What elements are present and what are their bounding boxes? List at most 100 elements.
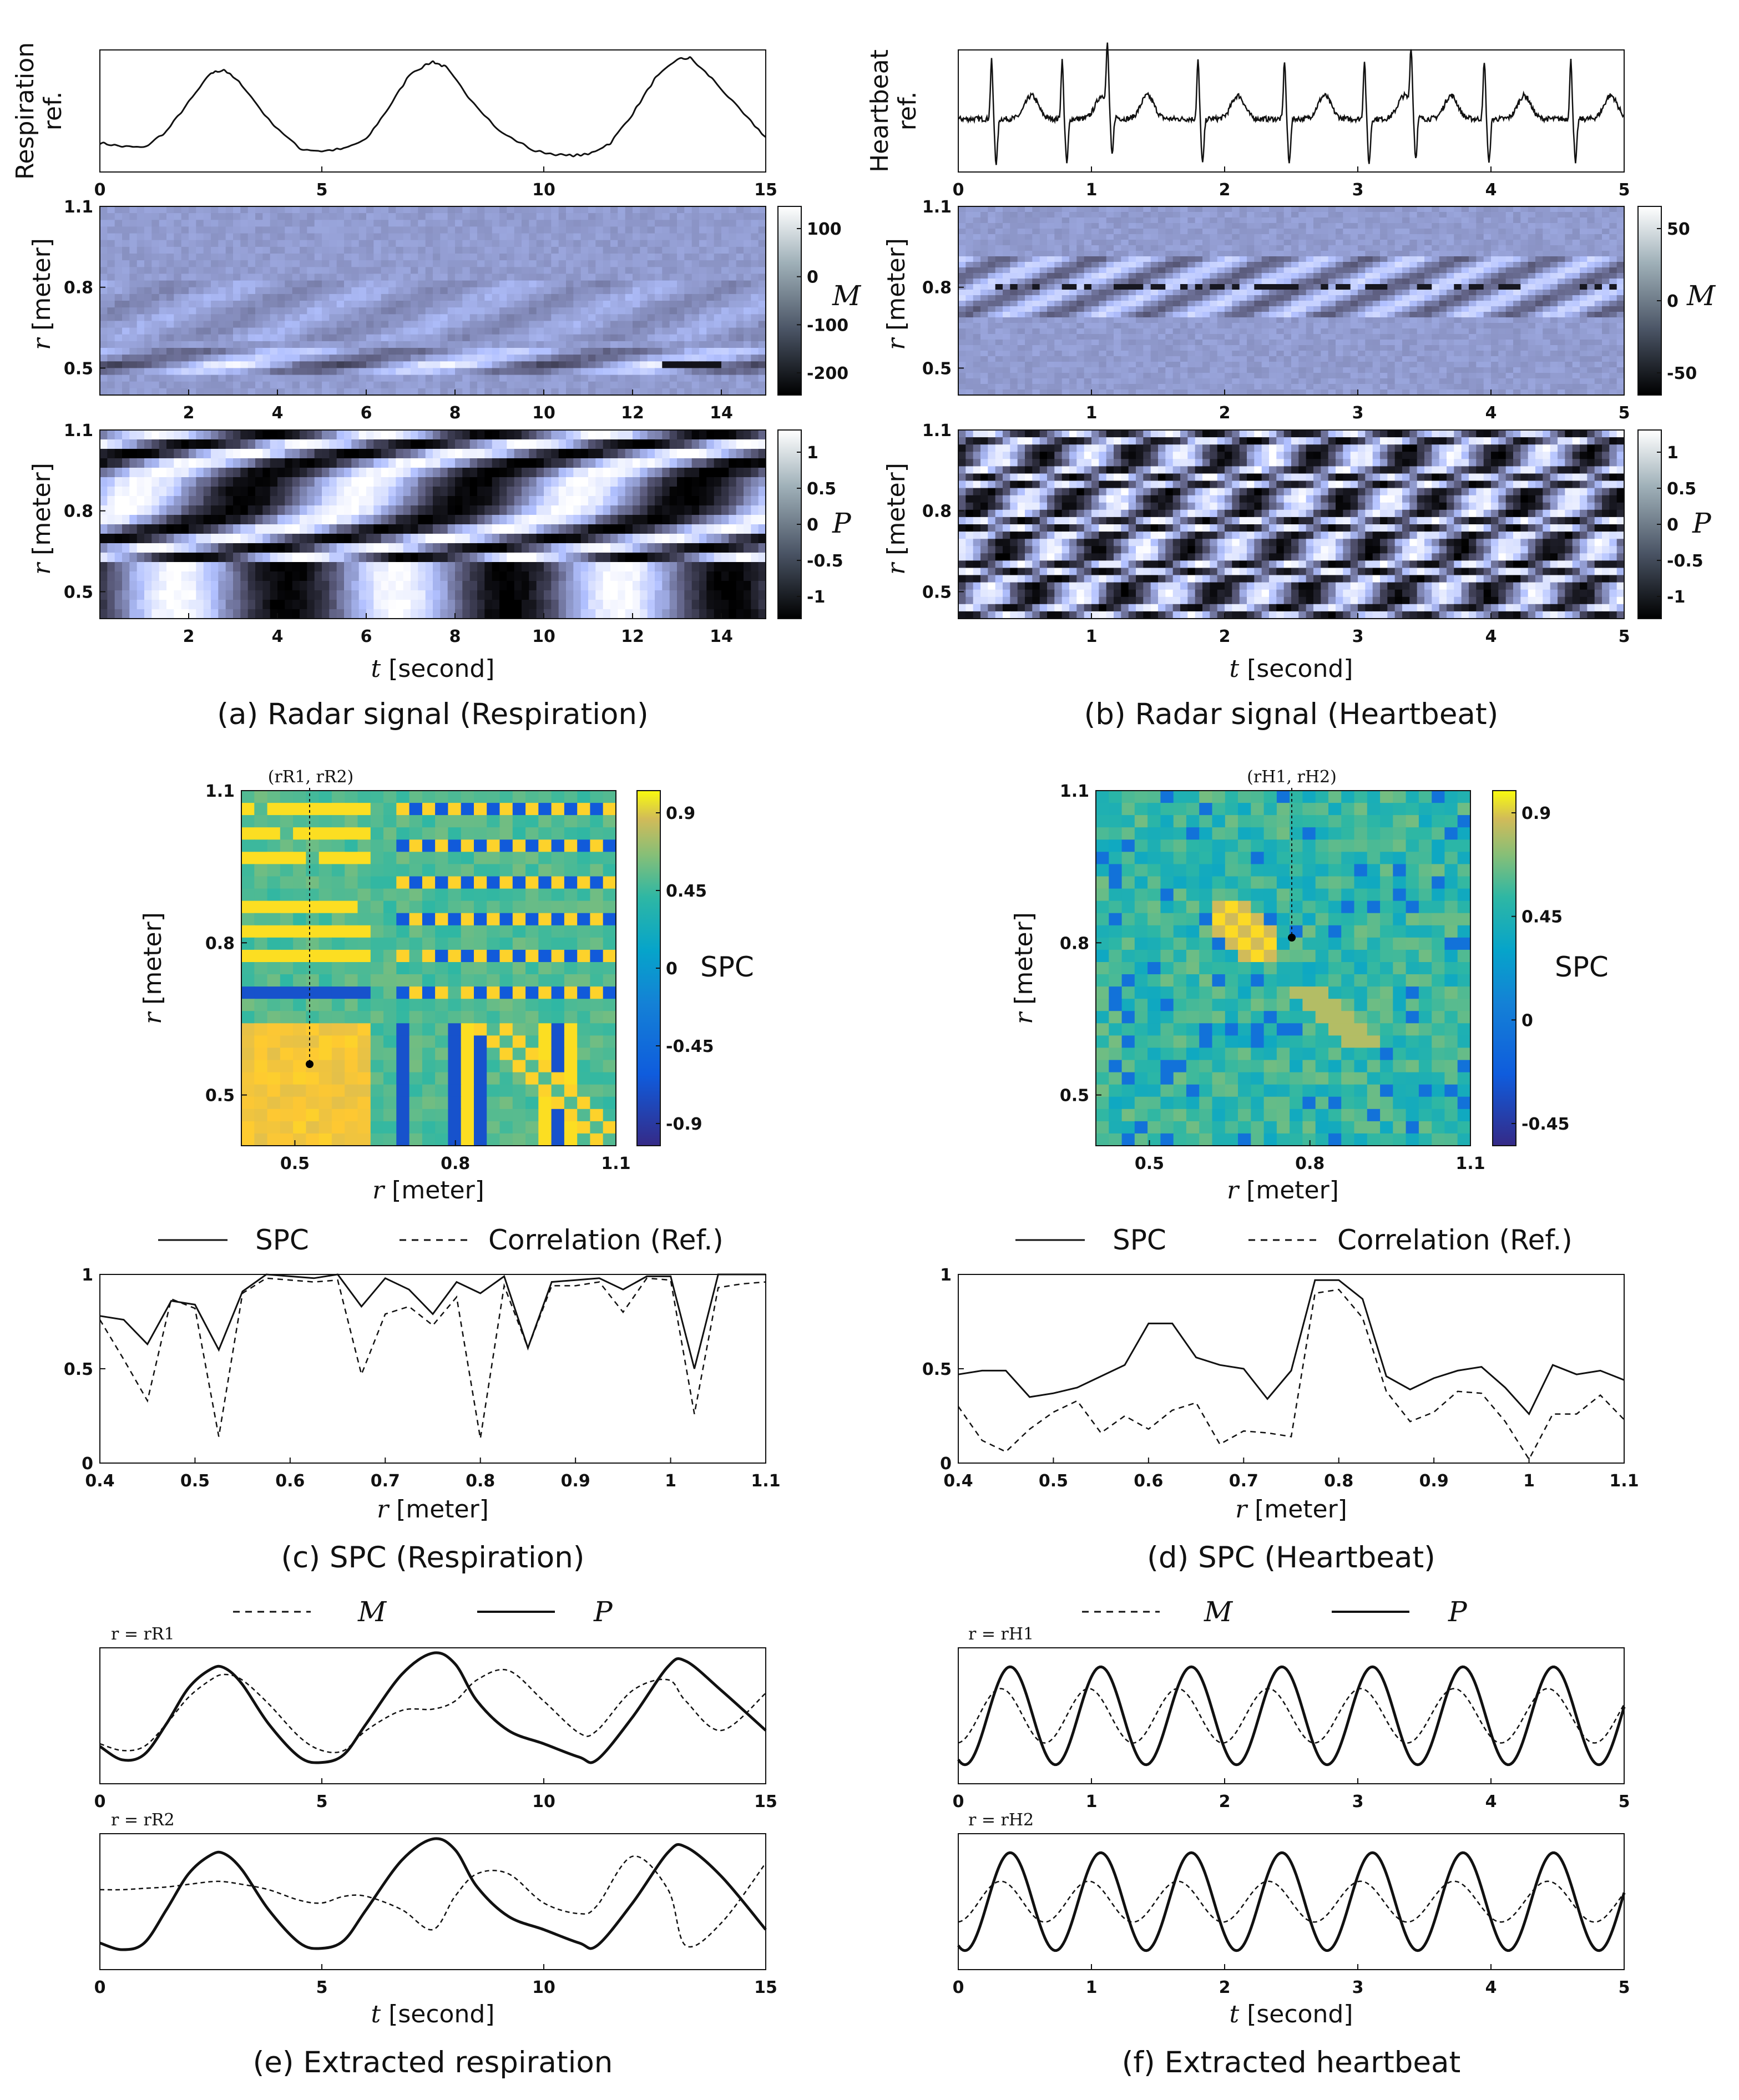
heatmap-cell (751, 534, 759, 544)
heatmap-cell (159, 260, 167, 267)
heatmap-cell (129, 206, 138, 214)
heatmap-cell (107, 206, 115, 214)
heatmap-cell (233, 534, 241, 544)
heatmap-cell (344, 287, 352, 295)
heatmap-cell (573, 609, 582, 619)
heatmap-cell (499, 581, 508, 591)
heatmap-cell (396, 294, 404, 301)
heatmap-cell (166, 381, 175, 389)
heatmap-cell (322, 515, 330, 525)
heatmap-cell (973, 206, 981, 212)
heatmap-cell (159, 206, 167, 214)
heatmap-cell (144, 334, 153, 342)
heatmap-cell (758, 287, 766, 295)
heatmap-cell (758, 553, 766, 563)
heatmap-cell (381, 449, 389, 459)
heatmap-cell (507, 600, 515, 610)
heatmap-cell (418, 468, 426, 478)
heatmap-cell (181, 361, 189, 369)
heatmap-cell (381, 294, 389, 301)
heatmap-cell (174, 534, 182, 544)
heatmap-cell (388, 571, 397, 581)
heatmap-cell (1432, 234, 1440, 240)
heatmap-cell (196, 321, 204, 328)
heatmap-cell (329, 287, 337, 295)
heatmap-cell (336, 449, 345, 459)
heatmap-cell (100, 524, 108, 534)
heatmap-cell (114, 487, 123, 497)
heatmap-cell (225, 274, 234, 281)
heatmap-cell (366, 213, 375, 220)
heatmap-cell (706, 477, 715, 487)
heatmap-cell (166, 368, 175, 376)
heatmap-cell (203, 368, 211, 376)
heatmap-cell (440, 562, 448, 572)
heatmap-cell (344, 553, 352, 563)
heatmap-cell (358, 375, 367, 382)
heatmap-cell (440, 307, 448, 315)
heatmap-cell (499, 301, 508, 308)
heatmap-cell (322, 388, 330, 396)
heatmap-cell (662, 213, 670, 220)
heatmap-cell (744, 571, 752, 581)
heatmap-cell (1114, 240, 1122, 246)
heatmap-cell (633, 534, 641, 544)
heatmap-cell (529, 468, 537, 478)
heatmap-cell (100, 534, 108, 544)
heatmap-cell (189, 388, 197, 396)
heatmap-cell (595, 375, 604, 382)
heatmap-cell (425, 355, 433, 362)
heatmap-cell (669, 505, 678, 515)
heatmap-cell (247, 496, 256, 506)
b-ref-axes (958, 49, 1625, 173)
heatmap-cell (100, 287, 108, 295)
heatmap-cell (425, 590, 433, 600)
heatmap-cell (314, 458, 322, 468)
heatmap-cell (640, 321, 648, 328)
heatmap-cell (633, 206, 641, 214)
heatmap-cell (1039, 234, 1048, 240)
heatmap-cell (418, 477, 426, 487)
heatmap-cell (300, 524, 308, 534)
heatmap-cell (558, 321, 567, 328)
heatmap-cell (114, 496, 123, 506)
heatmap-cell (1543, 234, 1551, 240)
heatmap-cell (603, 307, 611, 315)
heatmap-cell (558, 206, 567, 214)
heatmap-cell (691, 233, 700, 241)
heatmap-cell (129, 524, 138, 534)
heatmap-cell (1239, 206, 1247, 212)
heatmap-cell (618, 226, 626, 234)
heatmap-cell (233, 458, 241, 468)
heatmap-cell (655, 487, 663, 497)
heatmap-cell (255, 220, 264, 227)
heatmap-cell (477, 226, 486, 234)
heatmap-cell (551, 487, 559, 497)
heatmap-cell (344, 368, 352, 376)
heatmap-cell (729, 233, 737, 241)
heatmap-cell (662, 600, 670, 610)
heatmap-cell (1239, 234, 1247, 240)
heatmap-cell (285, 600, 293, 610)
heatmap-cell (507, 368, 515, 376)
heatmap-cell (285, 553, 293, 563)
heatmap-cell (381, 206, 389, 214)
heatmap-cell (573, 477, 582, 487)
a-p-symbol: P (832, 507, 852, 539)
heatmap-cell (351, 321, 360, 328)
heatmap-cell (122, 220, 130, 227)
heatmap-cell (580, 206, 589, 214)
heatmap-cell (270, 381, 278, 389)
heatmap-cell (729, 468, 737, 478)
heatmap-cell (618, 240, 626, 247)
heatmap-cell (233, 524, 241, 534)
heatmap-cell (262, 233, 271, 241)
heatmap-cell (1232, 229, 1240, 235)
heatmap-cell (336, 348, 345, 355)
heatmap-cell (174, 220, 182, 227)
heatmap-cell (477, 341, 486, 348)
heatmap-cell (484, 321, 493, 328)
heatmap-cell (551, 327, 559, 335)
heatmap-cell (336, 274, 345, 281)
heatmap-cell (699, 590, 707, 600)
